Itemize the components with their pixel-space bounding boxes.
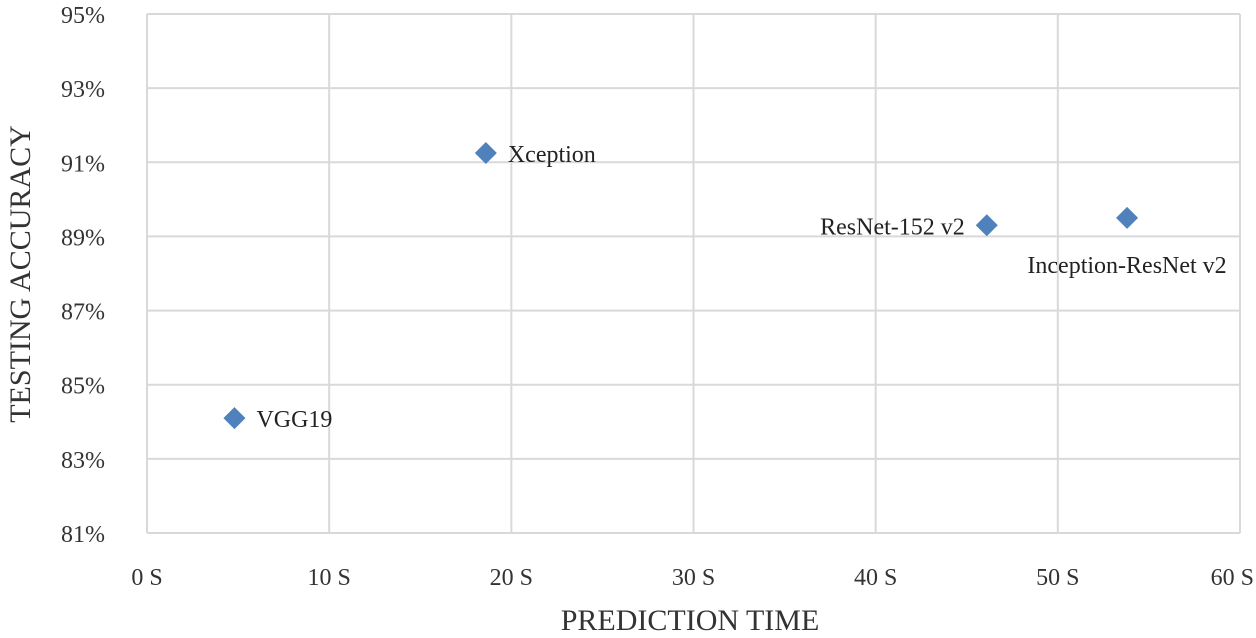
y-tick-label: 83% — [61, 448, 105, 474]
x-tick-label: 0 S — [131, 565, 162, 591]
x-tick-label: 30 S — [672, 565, 715, 591]
data-point-marker — [975, 214, 998, 237]
x-tick-label: 40 S — [854, 565, 897, 591]
y-axis-tick-labels: 81% 83% 85% 87% 89% 91% 93% 95% — [61, 3, 105, 548]
y-tick-label: 91% — [61, 151, 105, 177]
y-tick-label: 93% — [61, 77, 105, 103]
data-point-marker — [223, 407, 246, 430]
data-point-marker — [1116, 206, 1139, 229]
x-axis-tick-labels: 0 S 10 S 20 S 30 S 40 S 50 S 60 S — [131, 565, 1254, 591]
data-point-label: VGG19 — [256, 407, 332, 433]
y-tick-label: 87% — [61, 300, 105, 326]
x-axis-title: PREDICTION TIME — [561, 604, 820, 637]
data-point-marker — [474, 142, 497, 165]
y-tick-label: 95% — [61, 3, 105, 29]
y-tick-label: 81% — [61, 522, 105, 548]
data-point-label: ResNet-152 v2 — [820, 214, 965, 240]
data-point-label: Inception-ResNet v2 — [1027, 253, 1226, 279]
data-points — [223, 142, 1139, 430]
data-point-labels: VGG19 Xception ResNet-152 v2 Inception-ResN… — [256, 142, 1226, 433]
y-tick-label: 89% — [61, 225, 105, 251]
x-tick-label: 50 S — [1036, 565, 1079, 591]
data-point-label: Xception — [508, 142, 596, 168]
grid — [146, 13, 1241, 534]
y-tick-label: 85% — [61, 374, 105, 400]
x-tick-label: 60 S — [1211, 565, 1254, 591]
x-tick-label: 20 S — [490, 565, 533, 591]
y-axis-title: TESTING ACCURACY — [4, 125, 37, 423]
x-tick-label: 10 S — [307, 565, 350, 591]
